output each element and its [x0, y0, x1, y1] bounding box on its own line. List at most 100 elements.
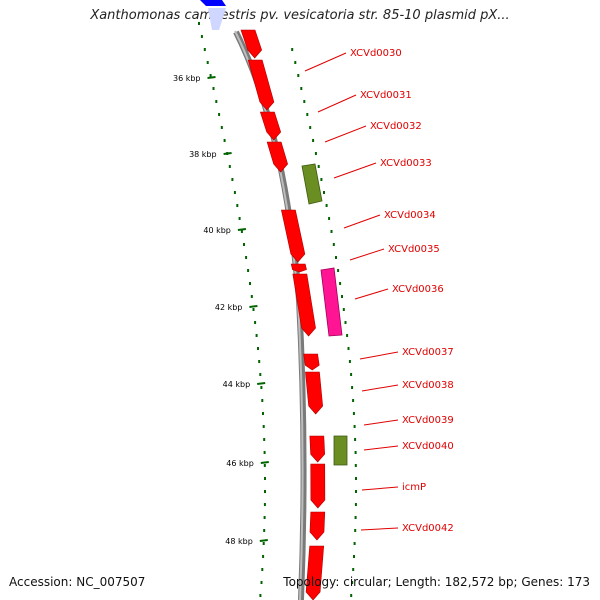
- scale-dot: [223, 139, 226, 142]
- scale-dot: [259, 373, 262, 376]
- track-dot: [352, 412, 355, 415]
- gene-arrow-blue: [200, 0, 226, 6]
- gene-arrow-red: [290, 263, 307, 273]
- scale-dot: [249, 282, 251, 285]
- gene-arrow-red: [247, 59, 275, 111]
- genes-layer: [200, 0, 348, 600]
- scale-dot: [238, 217, 241, 220]
- track-dot: [348, 360, 351, 363]
- track-dot: [351, 581, 354, 584]
- track-dot: [354, 503, 357, 506]
- gene-arrow-red: [292, 273, 316, 337]
- track-dot: [337, 269, 340, 272]
- gene-arrow-red: [303, 353, 320, 371]
- track-dot: [306, 113, 309, 116]
- track-dot: [342, 308, 345, 311]
- gene-box-olive: [301, 163, 323, 205]
- track-dot: [350, 373, 353, 376]
- track-dot: [335, 256, 337, 259]
- track-dot: [328, 217, 331, 220]
- kbp-label: 48 kbp: [225, 537, 253, 546]
- track-dot: [297, 74, 300, 77]
- track-dot: [339, 282, 342, 285]
- gene-label-xcvd0040: XCVd0040: [402, 441, 454, 452]
- scale-dot: [259, 594, 262, 597]
- track-dot: [330, 230, 333, 233]
- gene-arrow-red: [305, 371, 323, 415]
- gene-leader-line: [317, 94, 357, 113]
- kbp-tick: [249, 305, 258, 308]
- track-dot: [351, 386, 354, 389]
- track-dot: [352, 399, 355, 402]
- scale-dot: [262, 555, 265, 558]
- track-dot: [294, 61, 297, 64]
- gene-box-magenta: [320, 267, 343, 337]
- track-dot: [354, 516, 357, 519]
- gene-label-xcvd0038: XCVd0038: [402, 380, 454, 391]
- scale-dot: [264, 490, 266, 493]
- track-dot: [320, 178, 323, 181]
- gene-leader-line: [363, 419, 399, 426]
- kbp-label: 38 kbp: [189, 150, 217, 159]
- scale-dot: [215, 100, 218, 103]
- kbp-label: 40 kbp: [203, 226, 231, 235]
- track-dot: [354, 464, 357, 467]
- kbp-tick: [259, 539, 268, 542]
- gene-label-xcvd0035: XCVd0035: [388, 244, 440, 255]
- scale-dot: [252, 308, 255, 311]
- gene-leader-line: [363, 445, 399, 451]
- track-dot: [300, 87, 303, 90]
- scale-dot: [261, 399, 264, 402]
- track-dot: [341, 295, 343, 298]
- kbp-scale: 36 kbp 38 kbp 40 kbp 42 kbp 44 kbp 46 kbp 48 k…: [173, 74, 269, 546]
- kbp-tick: [257, 382, 266, 385]
- gene-leader-line: [354, 288, 389, 300]
- track-dot: [323, 191, 325, 194]
- track-dot: [353, 555, 355, 558]
- track-dot: [353, 425, 356, 428]
- scale-dot: [220, 126, 223, 129]
- gene-label-xcvd0037: XCVd0037: [402, 347, 454, 358]
- gene-box-olive: [333, 435, 348, 466]
- track-dot: [355, 490, 357, 493]
- scale-dot: [263, 464, 266, 467]
- scale-dot: [263, 438, 266, 441]
- gene-leader-line: [304, 52, 347, 72]
- track-dot: [355, 477, 357, 480]
- scale-dot: [209, 74, 212, 77]
- gene-arrow-red: [309, 435, 325, 463]
- scale-dot: [261, 568, 264, 571]
- track-dot: [317, 165, 320, 168]
- scale-dot: [233, 191, 236, 194]
- track-dot: [347, 347, 350, 350]
- scale-dot: [260, 581, 263, 584]
- track-dot: [314, 152, 317, 155]
- accession-text: Accession: NC_007507: [9, 575, 146, 589]
- gene-label-xcvd0030: XCVd0030: [350, 48, 402, 59]
- gene-labels: XCVd0030 XCVd0031 XCVd0032 XCVd0033 XCVd0034…: [304, 48, 454, 534]
- scale-dot: [260, 386, 263, 389]
- gene-leader-line: [361, 384, 399, 392]
- kbp-tick: [207, 76, 216, 79]
- gene-arrow-red: [266, 141, 288, 173]
- gene-arrow-red: [309, 511, 326, 541]
- track-dot: [353, 542, 356, 545]
- scale-dot: [263, 516, 266, 519]
- scale-dot: [231, 178, 234, 181]
- scale-dot: [236, 204, 239, 207]
- gene-label-xcvd0032: XCVd0032: [370, 121, 422, 132]
- scale-dot: [243, 243, 245, 246]
- gene-label-icmp: icmP: [402, 482, 426, 493]
- track-dot: [309, 126, 312, 129]
- scale-dot: [206, 61, 209, 64]
- map-title: Xanthomonas campestris pv. vesicatoria s…: [90, 8, 510, 23]
- gene-leader-line: [333, 162, 377, 179]
- gene-arrow-red: [259, 111, 282, 141]
- scale-dot: [263, 503, 266, 506]
- scale-dot: [254, 321, 257, 324]
- track-dot: [354, 529, 357, 532]
- track-dot: [354, 438, 357, 441]
- gene-arrow-red: [240, 29, 263, 59]
- scale-dot: [263, 529, 266, 532]
